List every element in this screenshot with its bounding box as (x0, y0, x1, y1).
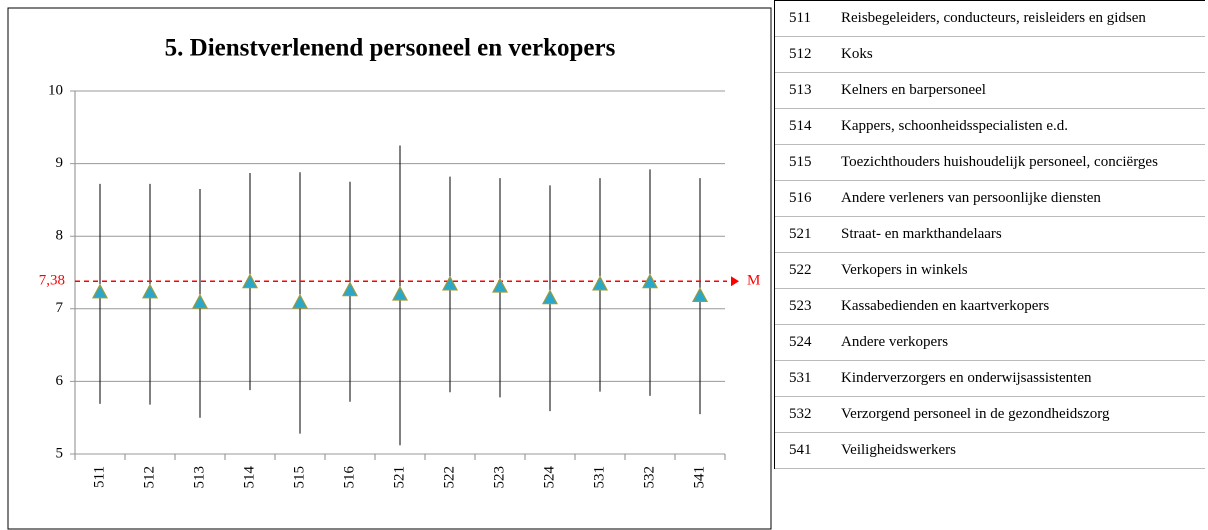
code-cell: 522 (789, 262, 812, 278)
code-cell: 523 (789, 298, 812, 314)
x-tick-label: 524 (541, 466, 557, 489)
x-tick-label: 513 (191, 466, 207, 489)
y-tick-label: 9 (56, 155, 64, 171)
code-cell: 512 (789, 46, 812, 62)
point (641, 273, 659, 289)
y-tick-label: 10 (48, 82, 63, 98)
table-row: 513 Kelners en barpersoneel (775, 73, 1205, 109)
y-tick-label: 5 (56, 445, 64, 461)
x-tick-label: 516 (341, 466, 357, 489)
table-row: 514 Kappers, schoonheidsspecialisten e.d. (775, 109, 1205, 145)
chart: 5. Dienstverlenend personeel en verkoper… (7, 7, 772, 530)
code-cell: 513 (789, 82, 812, 98)
point (541, 289, 559, 305)
table-row: 516 Andere verleners van persoonlijke die… (775, 181, 1205, 217)
code-cell: 521 (789, 226, 812, 242)
description-cell: Reisbegeleiders, conducteurs, reisleider… (841, 10, 1146, 26)
description-cell: Straat- en markthandelaars (841, 226, 1002, 242)
point (391, 285, 409, 301)
x-tick-label: 511 (91, 466, 107, 488)
reference-label: 7,38 (39, 273, 65, 289)
code-cell: 514 (789, 118, 812, 134)
point (441, 275, 459, 291)
reference-arrow (731, 276, 739, 287)
description-cell: Kassabedienden en kaartverkopers (841, 298, 1050, 314)
x-tick-label: 523 (491, 466, 507, 489)
description-cell: Verzorgend personeel in de gezondheidszo… (841, 406, 1110, 422)
description-cell: Kelners en barpersoneel (841, 82, 986, 98)
chart-title: 5. Dienstverlenend personeel en verkoper… (165, 35, 616, 62)
code-cell: 541 (789, 442, 812, 458)
description-cell: Koks (841, 46, 873, 62)
point (141, 283, 159, 299)
table-row: 521 Straat- en markthandelaars (775, 217, 1205, 253)
table-row: 532 Verzorgend personeel in de gezondheid… (775, 397, 1205, 433)
table-row: 522 Verkopers in winkels (775, 253, 1205, 289)
point (241, 273, 259, 289)
description-cell: Kappers, schoonheidsspecialisten e.d. (841, 118, 1069, 134)
point (691, 287, 709, 303)
y-tick-label: 6 (56, 373, 64, 389)
point (491, 277, 509, 293)
x-tick-label: 521 (391, 466, 407, 489)
description-cell: Andere verkopers (841, 334, 949, 350)
x-tick-label: 522 (441, 466, 457, 489)
legend-table: 511 Reisbegeleiders, conducteurs, reislei… (774, 0, 1205, 469)
reference-name: M (747, 273, 760, 289)
table-row: 531 Kinderverzorgers en onderwijsassisten… (775, 361, 1205, 397)
point (291, 293, 309, 309)
x-tick-label: 514 (241, 466, 257, 489)
point (591, 275, 609, 291)
table-row: 541 Veiligheidswerkers (775, 433, 1205, 469)
code-cell: 516 (789, 190, 812, 206)
point (91, 283, 109, 299)
code-cell: 511 (789, 10, 811, 26)
description-cell: Veiligheidswerkers (841, 442, 956, 458)
y-tick-label: 7 (56, 300, 64, 316)
y-tick-label: 8 (56, 228, 64, 244)
description-cell: Andere verleners van persoonlijke dienst… (841, 190, 1101, 206)
point (341, 281, 359, 297)
chart-frame (7, 7, 772, 530)
table-row: 511 Reisbegeleiders, conducteurs, reislei… (775, 1, 1205, 37)
code-cell: 531 (789, 370, 812, 386)
code-cell: 515 (789, 154, 812, 170)
table-row: 515 Toezichthouders huishoudelijk persone… (775, 145, 1205, 181)
table-row: 524 Andere verkopers (775, 325, 1205, 361)
x-tick-label: 531 (591, 466, 607, 489)
point (191, 293, 209, 309)
x-tick-label: 512 (141, 466, 157, 489)
table-row: 512 Koks (775, 37, 1205, 73)
description-cell: Kinderverzorgers en onderwijsassistenten (841, 370, 1092, 386)
description-cell: Verkopers in winkels (841, 262, 968, 278)
x-tick-label: 532 (641, 466, 657, 489)
x-tick-label: 515 (291, 466, 307, 489)
code-cell: 532 (789, 406, 812, 422)
x-tick-label: 541 (691, 466, 707, 489)
code-cell: 524 (789, 334, 812, 350)
description-cell: Toezichthouders huishoudelijk personeel,… (841, 154, 1158, 170)
table-row: 523 Kassabedienden en kaartverkopers (775, 289, 1205, 325)
